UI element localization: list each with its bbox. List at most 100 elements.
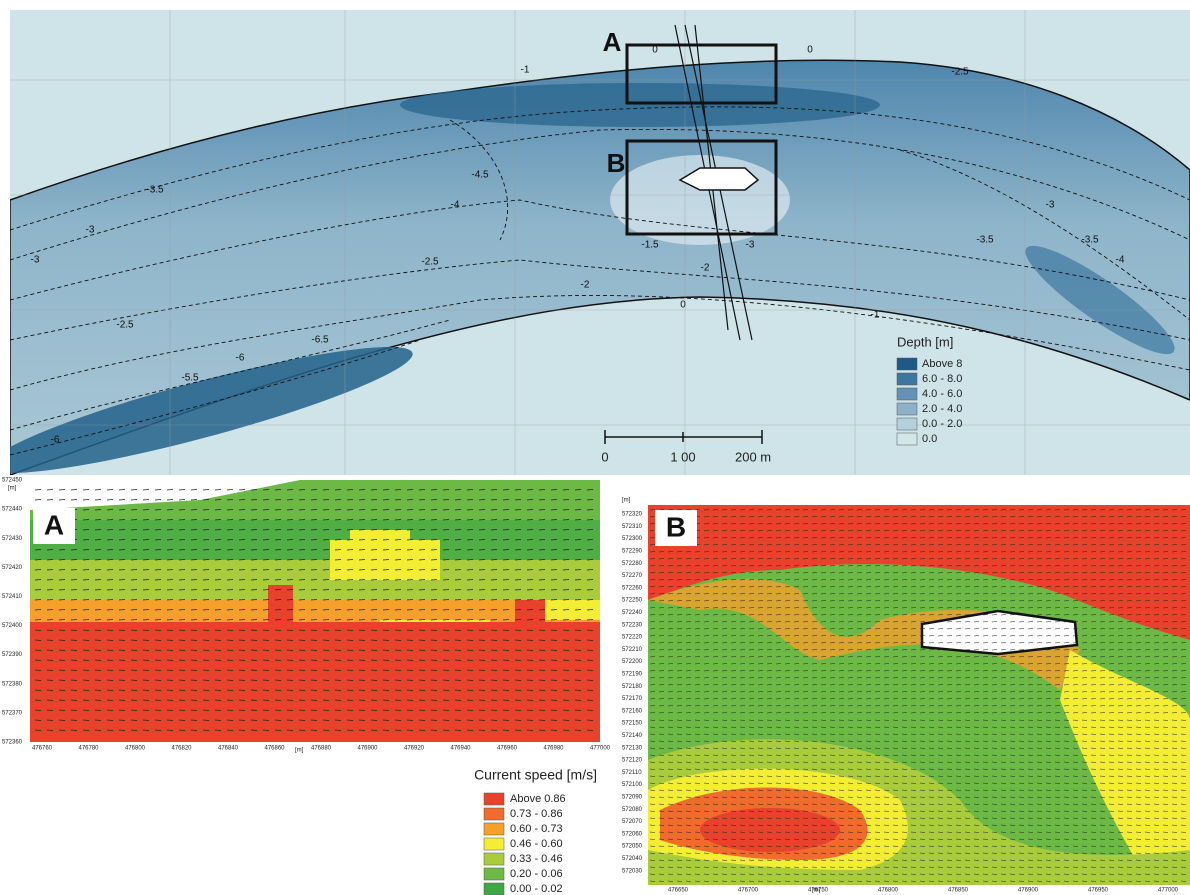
flow-arrow bbox=[179, 560, 185, 561]
flow-arrow bbox=[479, 680, 485, 681]
flow-arrow bbox=[455, 700, 461, 701]
flow-arrow bbox=[371, 550, 377, 551]
flow-arrow bbox=[251, 530, 257, 531]
flow-arrow bbox=[383, 570, 389, 571]
flow-arrow bbox=[479, 500, 485, 501]
flow-arrow bbox=[227, 690, 233, 691]
flow-arrow bbox=[179, 540, 185, 541]
flow-arrow bbox=[455, 500, 461, 501]
flow-arrow bbox=[587, 620, 593, 621]
flow-arrow bbox=[95, 560, 101, 561]
flow-arrow bbox=[383, 530, 389, 531]
flow-arrow bbox=[587, 630, 593, 631]
flow-arrow bbox=[203, 620, 209, 621]
flow-arrow bbox=[515, 540, 521, 541]
flow-arrow bbox=[359, 490, 365, 491]
flow-arrow bbox=[191, 540, 197, 541]
flow-arrow bbox=[467, 590, 473, 591]
legend-label: 2.0 - 4.0 bbox=[922, 403, 962, 415]
flow-arrow bbox=[419, 660, 425, 661]
flow-arrow bbox=[551, 700, 557, 701]
flow-arrow bbox=[479, 600, 485, 601]
flow-arrow bbox=[551, 490, 557, 491]
flow-arrow bbox=[143, 530, 149, 531]
flow-arrow bbox=[527, 570, 533, 571]
flow-arrow bbox=[59, 490, 65, 491]
flow-arrow bbox=[575, 490, 581, 491]
flow-arrow bbox=[407, 560, 413, 561]
flow-arrow bbox=[167, 700, 173, 701]
flow-arrow bbox=[419, 510, 425, 511]
y-tick-label: 572250 bbox=[622, 598, 643, 604]
flow-arrow bbox=[479, 650, 485, 651]
x-unit: [m] bbox=[295, 748, 304, 754]
flow-arrow bbox=[587, 530, 593, 531]
flow-arrow bbox=[227, 630, 233, 631]
flow-arrow bbox=[431, 500, 437, 501]
flow-arrow bbox=[515, 700, 521, 701]
flow-arrow bbox=[539, 680, 545, 681]
flow-arrow bbox=[479, 670, 485, 671]
flow-arrow bbox=[179, 690, 185, 691]
flow-arrow bbox=[71, 570, 77, 571]
flow-arrow bbox=[431, 550, 437, 551]
flow-arrow bbox=[383, 590, 389, 591]
flow-arrow bbox=[239, 490, 245, 491]
flow-arrow bbox=[203, 720, 209, 721]
flow-arrow bbox=[95, 650, 101, 651]
flow-arrow bbox=[167, 640, 173, 641]
flow-arrow bbox=[143, 680, 149, 681]
flow-arrow bbox=[455, 600, 461, 601]
flow-arrow bbox=[311, 680, 317, 681]
flow-arrow bbox=[155, 540, 161, 541]
flow-arrow bbox=[575, 520, 581, 521]
flow-arrow bbox=[263, 660, 269, 661]
y-tick-label: 572320 bbox=[622, 512, 643, 518]
flow-arrow bbox=[83, 540, 89, 541]
flow-arrow bbox=[275, 490, 281, 491]
flow-arrow bbox=[515, 580, 521, 581]
flow-arrow bbox=[527, 720, 533, 721]
flow-arrow bbox=[263, 670, 269, 671]
flow-arrow bbox=[311, 730, 317, 731]
flow-arrow bbox=[527, 630, 533, 631]
flow-arrow bbox=[275, 660, 281, 661]
flow-arrow bbox=[371, 630, 377, 631]
contour-label: 0 bbox=[680, 300, 686, 311]
flow-arrow bbox=[263, 510, 269, 511]
x-tick-label: 476650 bbox=[668, 888, 689, 894]
flow-arrow bbox=[539, 660, 545, 661]
flow-arrow bbox=[419, 710, 425, 711]
flow-arrow bbox=[227, 670, 233, 671]
flow-arrow bbox=[263, 690, 269, 691]
y-tick-label: 572430 bbox=[2, 536, 23, 542]
flow-arrow bbox=[311, 550, 317, 551]
flow-arrow bbox=[35, 580, 41, 581]
flow-arrow bbox=[383, 540, 389, 541]
flow-arrow bbox=[251, 570, 257, 571]
flow-arrow bbox=[419, 560, 425, 561]
flow-arrow bbox=[539, 620, 545, 621]
flow-arrow bbox=[275, 730, 281, 731]
flow-arrow bbox=[371, 560, 377, 561]
flow-arrow bbox=[35, 660, 41, 661]
x-tick-label: 476780 bbox=[78, 746, 99, 752]
flow-arrow bbox=[479, 730, 485, 731]
flow-arrow bbox=[515, 720, 521, 721]
flow-arrow bbox=[323, 700, 329, 701]
flow-arrow bbox=[239, 690, 245, 691]
flow-arrow bbox=[167, 710, 173, 711]
flow-arrow bbox=[539, 640, 545, 641]
flow-arrow bbox=[359, 640, 365, 641]
flow-arrow bbox=[215, 650, 221, 651]
contour-label: -4.5 bbox=[471, 170, 489, 181]
flow-arrow bbox=[263, 630, 269, 631]
flow-arrow bbox=[419, 490, 425, 491]
flow-arrow bbox=[191, 690, 197, 691]
flow-arrow bbox=[191, 490, 197, 491]
flow-arrow bbox=[383, 730, 389, 731]
flow-arrow bbox=[227, 580, 233, 581]
flow-arrow bbox=[239, 660, 245, 661]
flow-arrow bbox=[431, 580, 437, 581]
flow-arrow bbox=[383, 500, 389, 501]
